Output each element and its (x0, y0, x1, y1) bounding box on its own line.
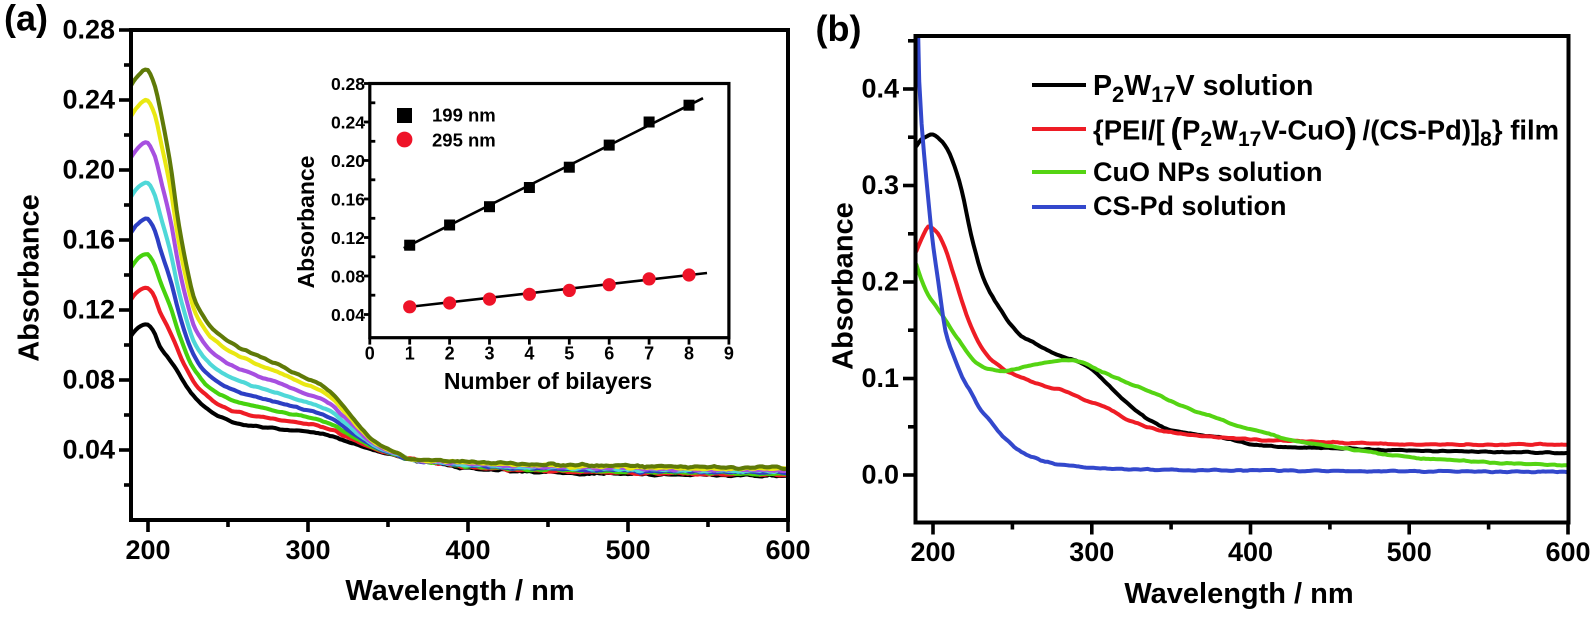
svg-text:P2W17V solution: P2W17V solution (1093, 70, 1313, 107)
svg-text:0.0: 0.0 (861, 460, 899, 490)
svg-text:0.16: 0.16 (62, 225, 115, 255)
svg-text:CuO NPs solution: CuO NPs solution (1093, 157, 1323, 187)
svg-text:200: 200 (910, 537, 955, 567)
svg-text:0.08: 0.08 (62, 365, 115, 395)
svg-text:600: 600 (1545, 537, 1590, 567)
svg-text:CS-Pd solution: CS-Pd solution (1093, 191, 1286, 221)
svg-text:5: 5 (564, 344, 574, 364)
svg-text:1: 1 (405, 344, 415, 364)
svg-text:300: 300 (285, 535, 330, 565)
svg-text:2: 2 (445, 344, 455, 364)
svg-text:0.24: 0.24 (331, 113, 365, 133)
svg-text:Wavelength / nm: Wavelength / nm (1124, 578, 1353, 610)
svg-text:0.28: 0.28 (331, 74, 365, 94)
svg-text:3: 3 (484, 344, 494, 364)
svg-text:400: 400 (445, 535, 490, 565)
svg-text:9: 9 (724, 344, 734, 364)
svg-text:0.4: 0.4 (861, 74, 899, 104)
svg-text:199 nm: 199 nm (432, 105, 496, 126)
svg-text:Absorbance: Absorbance (14, 194, 46, 362)
svg-text:0: 0 (365, 344, 375, 364)
svg-text:0.04: 0.04 (62, 435, 115, 465)
svg-text:Wavelength / nm: Wavelength / nm (345, 575, 574, 607)
svg-text:8: 8 (684, 344, 694, 364)
svg-text:300: 300 (1069, 537, 1114, 567)
svg-text:0.28: 0.28 (62, 15, 115, 45)
svg-text:200: 200 (125, 535, 170, 565)
svg-text:Absorbance: Absorbance (293, 156, 319, 289)
svg-text:0.12: 0.12 (331, 228, 365, 248)
svg-text:0.24: 0.24 (62, 85, 115, 115)
svg-text:(a): (a) (4, 0, 48, 39)
svg-text:295 nm: 295 nm (432, 130, 496, 151)
svg-text:(b): (b) (816, 8, 862, 49)
svg-text:0.20: 0.20 (331, 151, 365, 171)
svg-text:600: 600 (765, 535, 810, 565)
svg-text:4: 4 (524, 344, 534, 364)
svg-text:6: 6 (604, 344, 614, 364)
svg-text:7: 7 (644, 344, 654, 364)
svg-text:400: 400 (1228, 537, 1273, 567)
svg-text:0.3: 0.3 (861, 170, 899, 200)
svg-text:Number of bilayers: Number of bilayers (444, 368, 652, 394)
svg-text:0.08: 0.08 (331, 267, 365, 287)
svg-text:0.16: 0.16 (331, 190, 365, 210)
svg-text:0.12: 0.12 (62, 295, 115, 325)
svg-text:500: 500 (1387, 537, 1432, 567)
svg-text:500: 500 (605, 535, 650, 565)
svg-text:0.2: 0.2 (861, 267, 899, 297)
svg-text:0.1: 0.1 (861, 363, 899, 393)
svg-text:Absorbance: Absorbance (828, 202, 860, 370)
svg-text:0.20: 0.20 (62, 155, 115, 185)
svg-text:0.04: 0.04 (331, 305, 365, 325)
